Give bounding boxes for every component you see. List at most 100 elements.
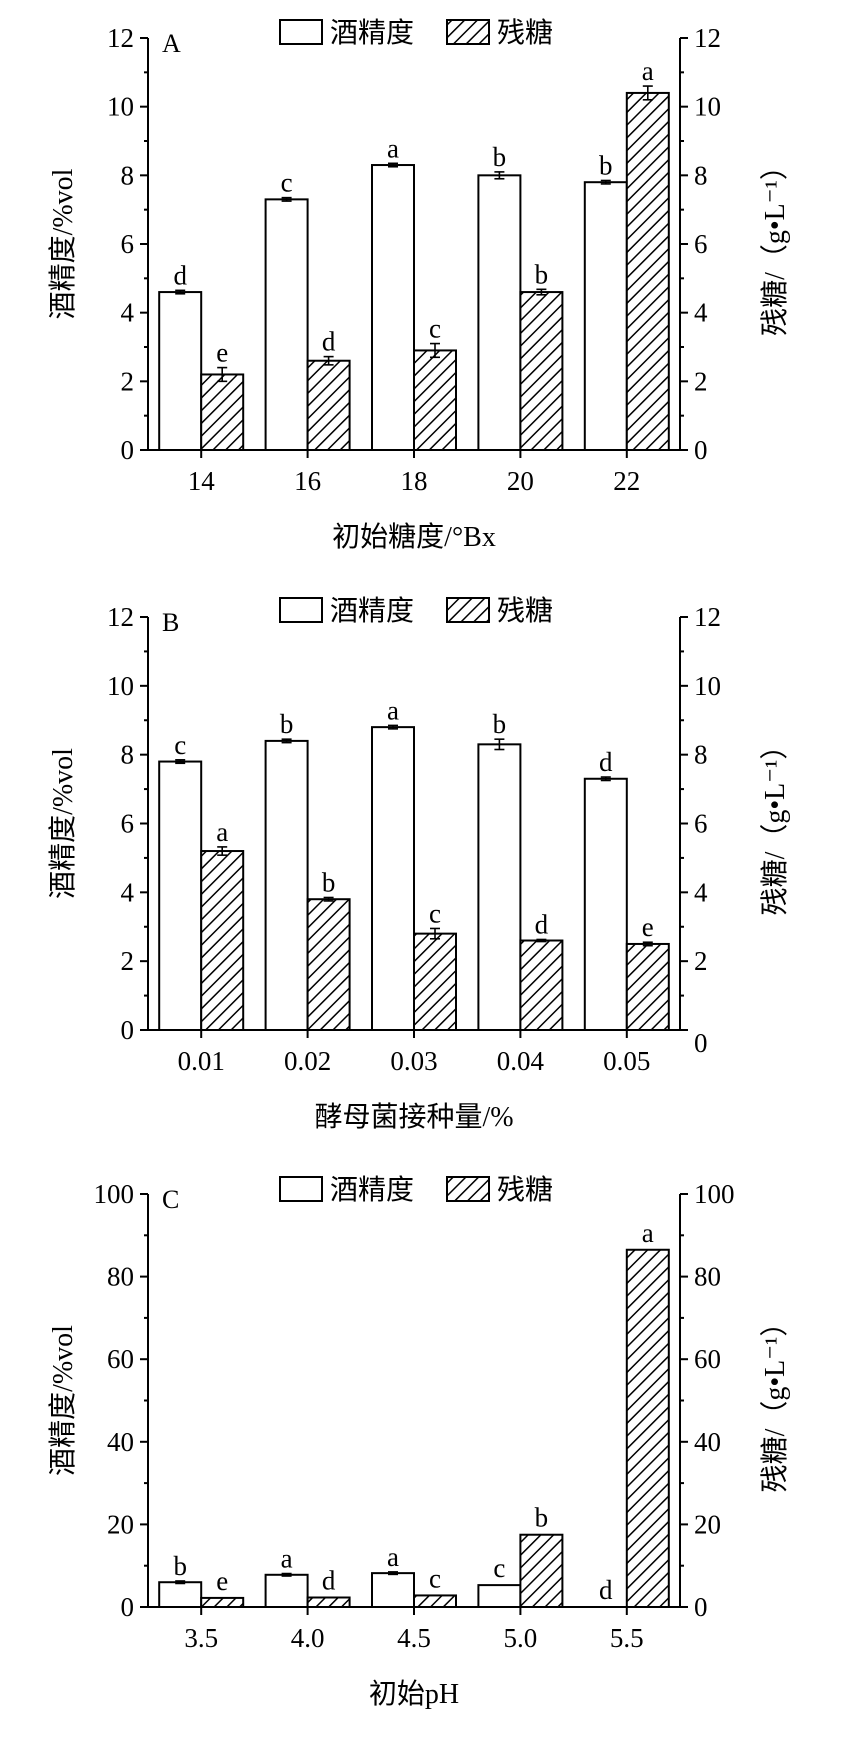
x-tick-label: 5.5	[610, 1623, 644, 1653]
legend: 酒精度 残糖	[279, 1174, 553, 1206]
significance-label: e	[642, 912, 654, 942]
y-tick-label-left: 10	[107, 92, 134, 122]
bar-residual-sugar	[200, 850, 245, 1031]
significance-label: e	[216, 1566, 228, 1596]
y-tick-label-left: 6	[121, 809, 135, 839]
y-tick-label-right: 4	[694, 877, 708, 907]
significance-label: b	[493, 142, 507, 172]
bar-residual-sugar	[625, 942, 670, 1031]
x-tick-label: 16	[294, 466, 321, 496]
bar-residual-sugar	[413, 349, 457, 451]
y-tick-label-right: 0	[694, 1592, 708, 1622]
y-axis-title-right: 残糖/（g•L⁻¹）	[759, 1309, 791, 1493]
significance-label: a	[281, 1544, 293, 1574]
y-tick-label-left: 2	[121, 946, 135, 976]
significance-label: b	[493, 709, 507, 739]
legend-label-sugar: 残糖	[497, 1174, 553, 1206]
bar-alcohol	[158, 291, 203, 452]
bar-residual-sugar	[200, 1596, 245, 1608]
x-tick-label: 3.5	[184, 1623, 218, 1653]
y-tick-label-right: 80	[694, 1262, 721, 1292]
legend: 酒精度 残糖	[279, 17, 553, 49]
y-tick-label-right: 4	[694, 298, 708, 328]
significance-label: b	[280, 709, 294, 739]
legend-swatch-alcohol	[279, 1176, 323, 1202]
bar-residual-sugar	[413, 932, 457, 1032]
significance-label: d	[173, 260, 187, 290]
legend-label-sugar: 残糖	[497, 595, 553, 627]
x-tick-label: 0.01	[178, 1046, 225, 1076]
x-tick-label: 0.05	[603, 1046, 650, 1076]
bar-alcohol	[264, 1573, 309, 1609]
bar-alcohol	[477, 174, 522, 451]
legend-swatch-alcohol	[279, 597, 323, 623]
significance-label: d	[322, 327, 336, 357]
x-tick-label: 5.0	[504, 1623, 538, 1653]
y-axis-title-right: 残糖/（g•L⁻¹）	[759, 732, 791, 916]
y-tick-label-left: 0	[121, 1015, 135, 1045]
bar-residual-sugar	[625, 1248, 670, 1608]
bar-alcohol	[583, 181, 628, 451]
significance-label: a	[216, 817, 228, 847]
y-tick-label-left: 40	[107, 1427, 134, 1457]
bar-residual-sugar	[413, 1594, 457, 1609]
significance-label: e	[216, 338, 228, 368]
y-tick-label-right: 8	[694, 160, 708, 190]
significance-label: c	[493, 1553, 505, 1583]
x-axis-title: 初始pH	[369, 1678, 459, 1710]
bar-residual-sugar	[519, 939, 564, 1031]
bar-alcohol	[371, 1572, 415, 1609]
significance-label: c	[281, 168, 293, 198]
legend-swatch-sugar	[446, 597, 490, 623]
y-axis-title-left: 酒精度/%vol	[47, 168, 79, 319]
y-tick-label-left: 0	[121, 435, 135, 465]
legend-swatch-sugar	[446, 1176, 490, 1202]
x-axis-title: 初始糖度/°Bx	[332, 521, 496, 553]
y-tick-label-right: 10	[694, 671, 721, 701]
x-tick-label: 22	[613, 466, 640, 496]
y-tick-label-right: 6	[694, 809, 708, 839]
panel-b: 0 2 4 6 8 10 12 0 2 4 6 8 10 12 0.01 c a 0.02 b b 0.03 a c 0.04…	[47, 595, 791, 1133]
significance-label: b	[535, 1503, 549, 1533]
y-tick-label-left: 12	[107, 23, 134, 53]
panel-label: A	[162, 29, 181, 58]
y-tick-label-right: 0	[694, 1028, 708, 1058]
y-tick-label-right: 2	[694, 366, 708, 396]
bar-alcohol	[477, 743, 522, 1031]
y-tick-label-left: 4	[121, 298, 135, 328]
bar-alcohol	[371, 164, 415, 452]
y-tick-label-left: 8	[121, 160, 135, 190]
legend: 酒精度 残糖	[279, 595, 553, 627]
x-tick-label: 4.0	[291, 1623, 325, 1653]
x-tick-label: 14	[188, 466, 216, 496]
significance-label: b	[599, 150, 613, 180]
bar-residual-sugar	[306, 1596, 351, 1608]
legend-label-sugar: 残糖	[497, 17, 553, 49]
legend-label-alcohol: 酒精度	[330, 1174, 414, 1206]
significance-label: a	[387, 1542, 399, 1572]
y-tick-label-right: 6	[694, 229, 708, 259]
significance-label: b	[322, 867, 336, 897]
x-tick-label: 0.04	[497, 1046, 545, 1076]
bar-residual-sugar	[519, 291, 564, 452]
bar-alcohol	[371, 726, 415, 1032]
y-tick-label-left: 4	[121, 877, 135, 907]
y-tick-label-left: 20	[107, 1509, 134, 1539]
bar-alcohol	[158, 1581, 203, 1608]
bar-alcohol	[477, 1584, 522, 1608]
y-tick-label-left: 0	[121, 1592, 135, 1622]
x-axis-title: 酵母菌接种量/%	[314, 1101, 513, 1133]
significance-label: a	[387, 695, 399, 725]
y-tick-label-left: 6	[121, 229, 135, 259]
bar-alcohol	[264, 198, 309, 451]
y-tick-label-right: 20	[694, 1509, 721, 1539]
panel-label: C	[162, 1185, 179, 1214]
y-tick-label-right: 12	[694, 23, 721, 53]
legend-swatch-sugar	[446, 19, 490, 45]
y-tick-label-left: 80	[107, 1262, 134, 1292]
significance-label: d	[599, 747, 613, 777]
x-tick-label: 18	[401, 466, 428, 496]
y-tick-label-right: 100	[694, 1179, 735, 1209]
y-tick-label-right: 40	[694, 1427, 721, 1457]
